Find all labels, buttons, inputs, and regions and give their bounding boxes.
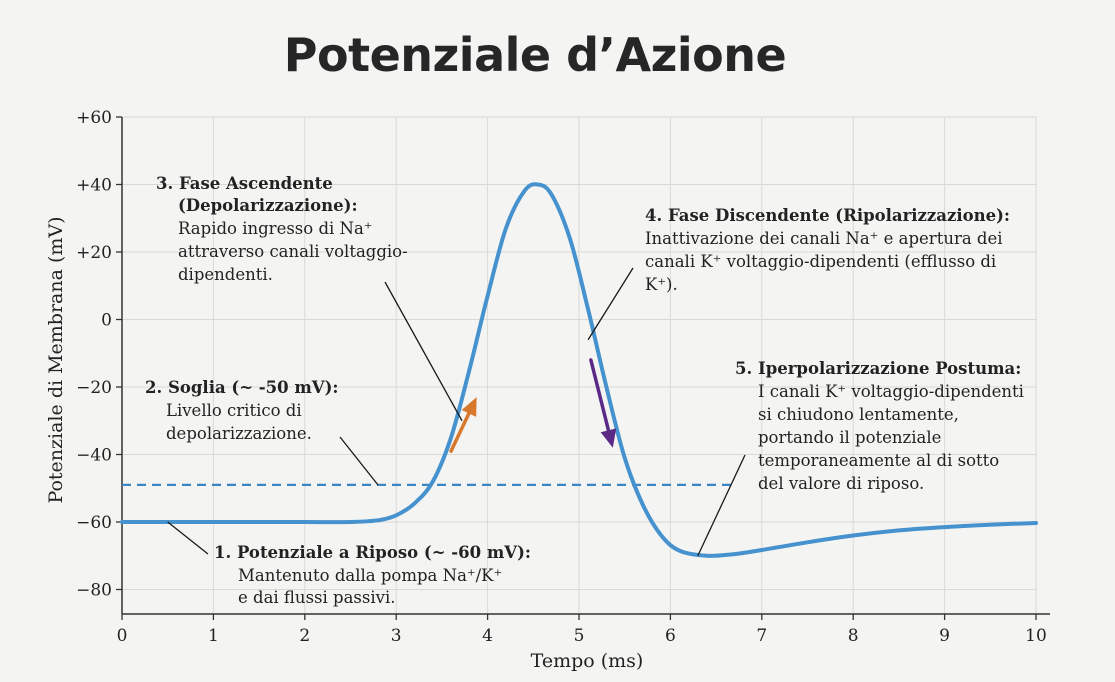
leader-line-resting [167, 521, 209, 555]
annotation-falling-line: canali K⁺ voltaggio-dipendenti (efflusso… [645, 252, 996, 271]
annotation-resting: 1. Potenziale a Riposo (~ -60 mV): Mante… [214, 543, 531, 607]
annotation-rising: 3. Fase Ascendente (Depolarizzazione): R… [156, 174, 408, 284]
x-tick-label: 3 [391, 626, 402, 646]
membrane-potential-line [120, 182, 1038, 558]
leader-line-rising [384, 281, 463, 422]
annotation-resting-line: e dai flussi passivi. [238, 588, 395, 607]
y-tick-label: +20 [76, 243, 112, 263]
leader-line-threshold [339, 436, 379, 486]
repolarization-arrow [589, 358, 617, 448]
annotation-hyperpol-line: del valore di riposo. [758, 474, 924, 493]
annotation-threshold-line: depolarizzazione. [166, 424, 312, 443]
x-tick-label: 1 [208, 626, 219, 646]
x-tick-label: 8 [848, 626, 859, 646]
y-tick-label: −20 [76, 378, 112, 398]
annotation-resting-heading: 1. Potenziale a Riposo (~ -60 mV): [214, 543, 531, 562]
annotation-threshold-line: Livello critico di [166, 401, 302, 420]
annotation-rising-line: dipendenti. [178, 265, 273, 284]
annotation-resting-line: Mantenuto dalla pompa Na⁺/K⁺ [238, 566, 502, 585]
y-tick-label: −60 [76, 513, 112, 533]
annotation-rising-line: attraverso canali voltaggio- [178, 242, 408, 261]
annotation-threshold-heading: 2. Soglia (~ -50 mV): [145, 378, 339, 397]
axes [116, 116, 1050, 620]
annotation-hyperpolarization: 5. Iperpolarizzazione Postuma: I canali … [735, 359, 1024, 493]
chart-title: Potenziale d’Azione [283, 28, 787, 82]
annotation-falling-heading: 4. Fase Discendente (Ripolarizzazione): [645, 206, 1010, 225]
leader-line-hyperpol [697, 454, 746, 557]
tick-labels: 0 1 2 3 4 5 6 7 8 9 10 +60 +40 +20 0 −20 −40 −60 −80 [76, 108, 1047, 646]
annotation-hyperpol-line: I canali K⁺ voltaggio-dipendenti [758, 382, 1024, 401]
annotation-hyperpol-line: si chiudono lentamente, [758, 405, 959, 424]
annotation-hyperpol-line: temporaneamente al di sotto [758, 451, 999, 470]
annotation-rising-line: Rapido ingresso di Na⁺ [178, 219, 373, 238]
leader-line-falling [587, 267, 634, 341]
y-tick-label: +40 [76, 176, 112, 196]
annotation-falling: 4. Fase Discendente (Ripolarizzazione): … [645, 206, 1010, 294]
x-tick-label: 10 [1025, 626, 1047, 646]
x-tick-label: 7 [756, 626, 767, 646]
x-tick-label: 9 [939, 626, 950, 646]
x-axis-label: Tempo (ms) [531, 650, 644, 672]
annotation-rising-line: (Depolarizzazione): [178, 196, 358, 215]
y-tick-label: +60 [76, 108, 112, 128]
y-tick-label: −40 [76, 446, 112, 466]
annotation-rising-heading: 3. Fase Ascendente [156, 174, 333, 193]
x-tick-label: 5 [574, 626, 585, 646]
x-tick-label: 2 [299, 626, 310, 646]
annotation-falling-line: Inattivazione dei canali Na⁺ e apertura … [645, 229, 1003, 248]
grid-lines [121, 116, 1037, 614]
annotation-hyperpol-heading: 5. Iperpolarizzazione Postuma: [735, 359, 1021, 378]
annotation-threshold: 2. Soglia (~ -50 mV): Livello critico di… [145, 378, 339, 443]
phase-arrows [449, 358, 617, 453]
x-tick-label: 6 [665, 626, 676, 646]
annotation-hyperpol-line: portando il potenziale [758, 428, 941, 447]
annotation-falling-line: K⁺). [645, 275, 678, 294]
x-tick-label: 4 [482, 626, 493, 646]
y-axis-label: Potenziale di Membrana (mV) [45, 216, 67, 503]
depolarization-arrow [449, 397, 477, 453]
x-tick-label: 0 [117, 626, 128, 646]
y-tick-label: 0 [101, 311, 112, 331]
annotation-leaders [167, 267, 746, 557]
y-tick-label: −80 [76, 581, 112, 601]
